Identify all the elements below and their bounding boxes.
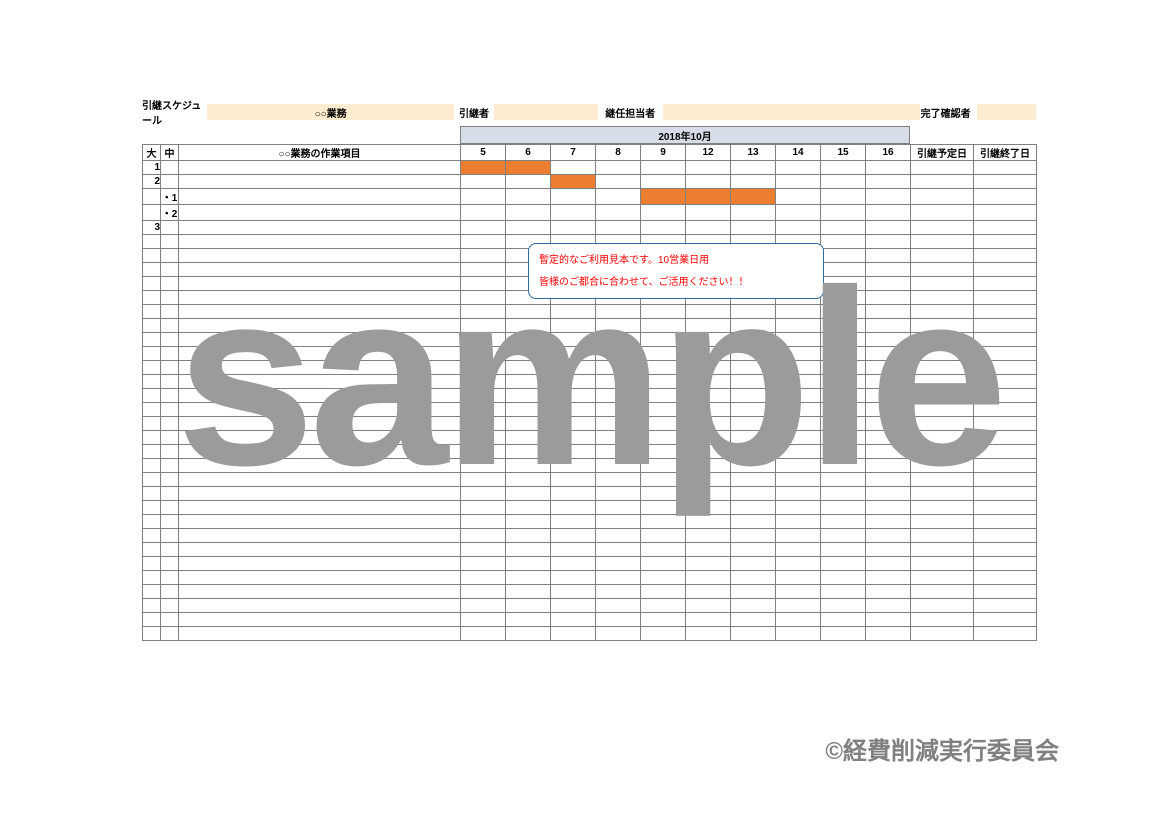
table-row [143, 613, 1037, 627]
table-row [143, 543, 1037, 557]
table-row [143, 571, 1037, 585]
col-day-9: 16 [866, 145, 911, 161]
month-bar: 2018年10月 [142, 126, 1036, 144]
col-day-2: 7 [551, 145, 596, 161]
balloon-line2: 皆様のご都合に合わせて、ご活用ください！！ [539, 272, 813, 294]
col-major: 大 [143, 145, 161, 161]
row-major: 3 [143, 221, 161, 235]
table-row: 2 [143, 175, 1037, 189]
col-day-4: 9 [641, 145, 686, 161]
gantt-bar [551, 175, 596, 189]
table-row [143, 487, 1037, 501]
table-row [143, 305, 1037, 319]
schedule-label: 引継スケジュール [142, 104, 207, 120]
col-day-0: 5 [461, 145, 506, 161]
table-row [143, 347, 1037, 361]
col-day-3: 8 [596, 145, 641, 161]
gantt-bar [461, 161, 506, 175]
col-minor: 中 [161, 145, 179, 161]
col-day-7: 14 [776, 145, 821, 161]
table-row [143, 473, 1037, 487]
gantt-bar [506, 161, 551, 175]
balloon-line1: 暫定的なご利用見本です。10営業日用 [539, 250, 813, 272]
handover-label: 引継者 [454, 104, 493, 120]
header-row: 引継スケジュール ○○業務 引継者 継任担当者 完了確認者 [142, 104, 1036, 120]
copyright-text: ©経費削減実行委員会 [825, 731, 1059, 766]
gantt-bar [641, 189, 686, 205]
successor-label: 継任担当者 [598, 104, 663, 120]
table-row [143, 403, 1037, 417]
table-row: ・1 [143, 189, 1037, 205]
table-row: ・2 [143, 205, 1037, 221]
col-day-5: 12 [686, 145, 731, 161]
confirmer-value[interactable] [977, 104, 1036, 120]
table-row [143, 627, 1037, 641]
confirmer-label: 完了確認者 [920, 104, 971, 120]
row-minor: ・2 [161, 205, 179, 221]
col-plan-date: 引継予定日 [911, 145, 974, 161]
col-day-8: 15 [821, 145, 866, 161]
table-row [143, 361, 1037, 375]
schedule-sheet: 引継スケジュール ○○業務 引継者 継任担当者 完了確認者 2018年10月 大… [142, 104, 1036, 641]
handover-value[interactable] [494, 104, 598, 120]
col-day-6: 13 [731, 145, 776, 161]
comment-balloon: 暫定的なご利用見本です。10営業日用 皆様のご都合に合わせて、ご活用ください！！ [528, 243, 824, 299]
gantt-bar [686, 189, 731, 205]
table-row [143, 529, 1037, 543]
table-row [143, 389, 1037, 403]
table-row [143, 333, 1037, 347]
row-major: 2 [143, 175, 161, 189]
col-done-date: 引継終了日 [974, 145, 1037, 161]
table-row [143, 375, 1037, 389]
month-title: 2018年10月 [460, 126, 910, 144]
table-row: 3 [143, 221, 1037, 235]
schedule-value[interactable]: ○○業務 [207, 104, 455, 120]
table-row [143, 459, 1037, 473]
table-row [143, 431, 1037, 445]
row-minor: ・1 [161, 189, 179, 205]
table-row [143, 557, 1037, 571]
table-row [143, 515, 1037, 529]
col-day-1: 6 [506, 145, 551, 161]
table-row [143, 417, 1037, 431]
table-row [143, 585, 1037, 599]
gantt-grid: 大中○○業務の作業項目567891213141516引継予定日引継終了日12・1… [142, 144, 1037, 641]
table-row [143, 445, 1037, 459]
table-row: 1 [143, 161, 1037, 175]
row-major: 1 [143, 161, 161, 175]
table-row [143, 599, 1037, 613]
col-task-header: ○○業務の作業項目 [179, 145, 461, 161]
table-row [143, 319, 1037, 333]
table-row [143, 501, 1037, 515]
successor-value[interactable] [663, 104, 920, 120]
gantt-bar [731, 189, 776, 205]
